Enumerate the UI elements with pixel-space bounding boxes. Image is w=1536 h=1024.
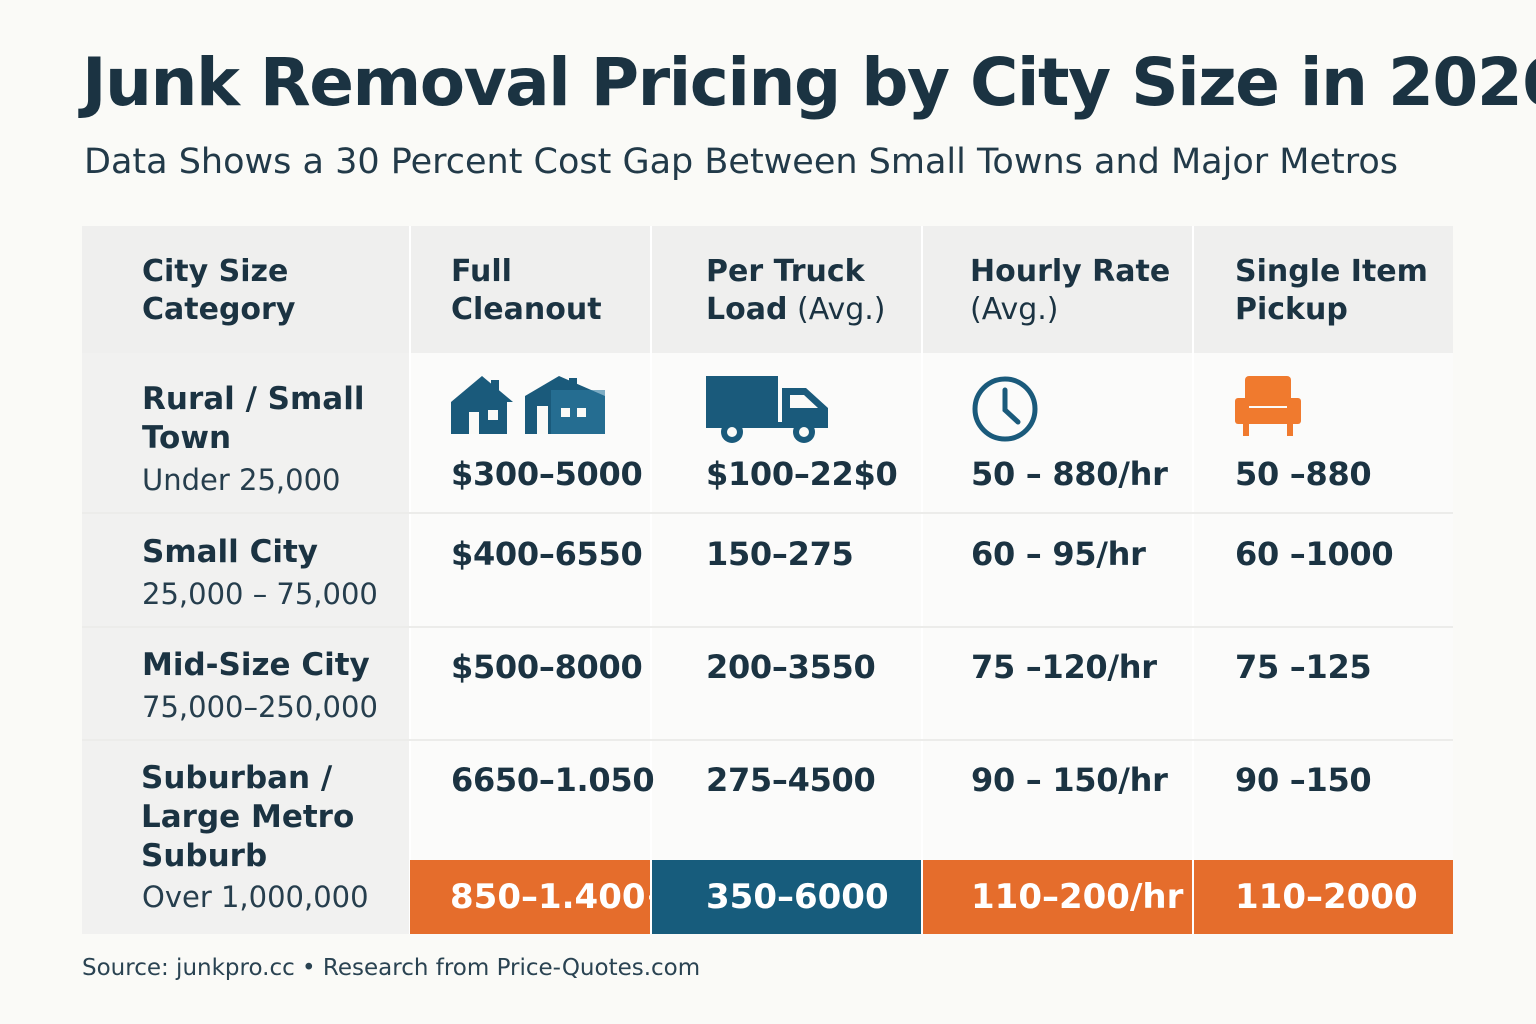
- rural-hourly: 50 – 880/hr: [971, 455, 1168, 493]
- armchair-icon: [1235, 376, 1301, 436]
- highlight-full-cleanout: 850–1.400+: [410, 860, 674, 934]
- row-rural-name: Rural / Small Town: [142, 381, 365, 456]
- small-city-single-item: 60 –1000: [1235, 535, 1394, 573]
- suburban-full-cleanout: 6650–1.050: [451, 761, 655, 799]
- header-single-item: Single Item Pickup: [1235, 254, 1428, 327]
- mid-size-single-item: 75 –125: [1235, 648, 1372, 686]
- suburban-per-truck: 275–4500: [706, 761, 876, 799]
- rural-full-cleanout: $300–5000: [451, 455, 643, 493]
- mid-size-per-truck: 200–3550: [706, 648, 876, 686]
- small-city-full-cleanout: $400–6550: [451, 535, 643, 573]
- column-divider: [650, 226, 652, 934]
- column-divider: [921, 226, 923, 934]
- page-subtitle: Data Shows a 30 Percent Cost Gap Between…: [84, 142, 1399, 182]
- row-divider: [82, 512, 1453, 514]
- rural-single-item: 50 –880: [1235, 455, 1372, 493]
- row-rural-population: Under 25,000: [142, 463, 341, 497]
- truck-icon: [706, 376, 828, 443]
- clock-icon: [972, 376, 1038, 442]
- row-divider: [82, 626, 1453, 628]
- column-divider: [409, 226, 411, 934]
- column-divider: [1192, 226, 1194, 934]
- suburban-hourly: 90 – 150/hr: [971, 761, 1168, 799]
- row-small-city-population: 25,000 – 75,000: [142, 577, 378, 611]
- source-note: Source: junkpro.cc • Research from Price…: [82, 955, 701, 981]
- small-city-hourly: 60 – 95/hr: [971, 535, 1146, 573]
- row-small-city-name: Small City: [142, 534, 318, 570]
- mid-size-hourly: 75 –120/hr: [971, 648, 1157, 686]
- highlight-per-truck: 350–6000: [652, 860, 921, 934]
- header-hourly-rate: Hourly Rate (Avg.): [970, 254, 1171, 327]
- highlight-single-item: 110–2000: [1194, 860, 1453, 934]
- row-mid-size-name: Mid-Size City: [142, 647, 370, 683]
- pricing-table: City Size Category Full Cleanout Per Tru…: [82, 226, 1453, 934]
- table-header-background: [82, 226, 1453, 353]
- page-title: Junk Removal Pricing by City Size in 202…: [82, 44, 1536, 121]
- houses-icon: [451, 376, 605, 434]
- header-city-size: City Size Category: [142, 254, 296, 327]
- mid-size-full-cleanout: $500–8000: [451, 648, 643, 686]
- rural-per-truck: $100–22$0: [706, 455, 898, 493]
- row-divider: [82, 739, 1453, 741]
- row-suburban-name: Suburban / Large Metro Suburb: [141, 760, 355, 874]
- small-city-per-truck: 150–275: [706, 535, 854, 573]
- row-mid-size-population: 75,000–250,000: [142, 690, 378, 724]
- header-full-cleanout: Full Cleanout: [451, 254, 602, 327]
- suburban-single-item: 90 –150: [1235, 761, 1372, 799]
- highlight-hourly: 110–200/hr: [923, 860, 1192, 934]
- header-per-truck: Per Truck Load (Avg.): [706, 254, 886, 327]
- row-suburban-population: Over 1,000,000: [142, 880, 369, 914]
